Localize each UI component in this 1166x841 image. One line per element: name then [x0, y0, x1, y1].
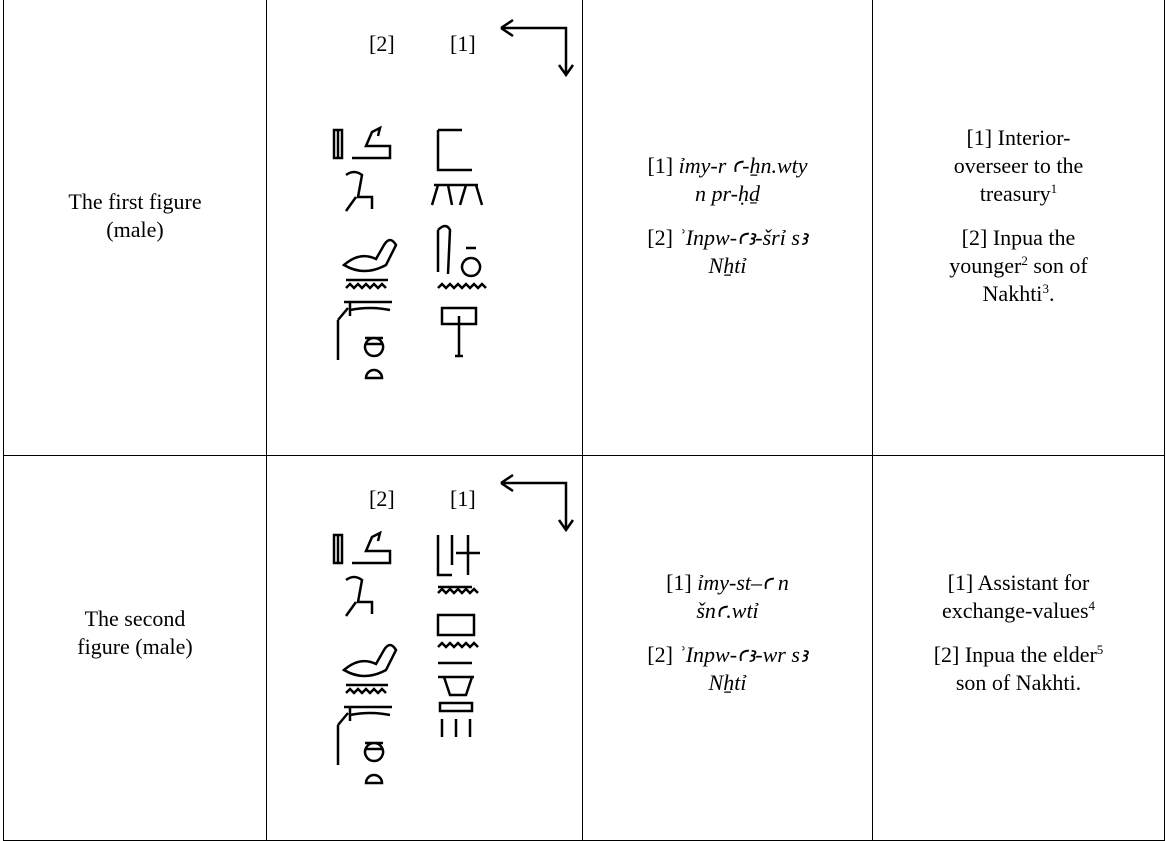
footnote-ref: 4 — [1088, 598, 1096, 613]
text-segment: exchange-values — [941, 598, 1089, 623]
footnote-ref: 3 — [1042, 280, 1049, 296]
footnote-ref: 5 — [1096, 642, 1104, 657]
text-segment: Nẖtỉ — [708, 670, 747, 695]
text-line: [1] Interior- — [954, 124, 1084, 152]
hieroglyphs — [332, 473, 575, 785]
text-line: [2] Inpua the — [949, 224, 1087, 252]
text-line: The first figure — [68, 188, 202, 214]
text-segment: [2] — [647, 224, 679, 250]
footnote-ref: 1 — [1050, 180, 1058, 196]
text-line: [1] ỉmy-r ꜥ-ẖn.wty — [647, 152, 807, 180]
paragraph: [2] Inpua the elder5 son of Nakhti. — [934, 641, 1104, 697]
text-segment: ʾInpw-ꜥꜣ-šrỉ sꜣ — [678, 224, 808, 250]
text-line: exchange-values4 — [942, 597, 1095, 625]
translation-cell: [1] Interior-overseer to the treasury1 [2]… — [872, 0, 1165, 456]
column-label: [1] — [450, 31, 476, 56]
text-segment: [2] — [647, 642, 679, 667]
footnote-ref: 2 — [1021, 252, 1028, 268]
text-line: [2] ʾInpw-ꜥꜣ-šrỉ sꜣ — [647, 224, 807, 252]
text-line: younger2 son of — [949, 252, 1087, 280]
text-segment: ỉmy-st–ꜥ n — [697, 570, 789, 595]
text-line: [1] ỉmy-st–ꜥ n — [666, 569, 789, 597]
paragraph: [1] Assistant for exchange-values4 — [942, 569, 1095, 625]
hieroglyphs — [332, 18, 575, 380]
paragraph: [1] ỉmy-r ꜥ-ẖn.wty n pr-ḥḏ — [647, 152, 807, 208]
column-label: [1] — [450, 486, 476, 511]
text-segment: [1] — [647, 152, 679, 178]
text-segment: overseer to the — [953, 152, 1084, 178]
text-line: [2] Inpua the elder5 — [934, 641, 1104, 669]
label-cell: The first figure (male) — [3, 0, 267, 456]
text-line: figure (male) — [77, 634, 193, 659]
text-segment: . — [1048, 280, 1055, 306]
transliteration-cell: [1] ỉmy-st–ꜥ n šnꜥ.wtỉ [2] ʾInpw-ꜥꜣ-wr sꜣ N… — [582, 455, 873, 841]
column-label: [2] — [369, 486, 395, 511]
text-segment: younger — [949, 252, 1022, 278]
text-line: Nẖtỉ — [647, 669, 807, 697]
text-line: overseer to the — [954, 152, 1084, 180]
translation-cell: [1] Assistant for exchange-values4 [2] Inp… — [872, 455, 1165, 841]
text-segment: [2] Inpua the — [961, 224, 1076, 250]
text-line: n pr-ḥḏ — [647, 180, 807, 208]
text-line: Nakhti3. — [949, 280, 1087, 308]
text-segment: šnꜥ.wtỉ — [696, 598, 759, 623]
text-segment: [1] Interior- — [966, 124, 1071, 150]
paragraph: [1] Interior-overseer to the treasury1 — [954, 124, 1084, 208]
paragraph: [2] Inpua the younger2 son of Nakhti3. — [949, 224, 1087, 308]
text-line: treasury1 — [954, 180, 1084, 208]
text-segment: [2] Inpua the elder — [933, 642, 1097, 667]
text-segment: ʾInpw-ꜥꜣ-wr sꜣ — [678, 642, 808, 667]
text-line: [1] Assistant for — [942, 569, 1095, 597]
text-line: Nẖtỉ — [647, 252, 807, 280]
text-segment: treasury — [979, 180, 1051, 206]
text-segment: n pr-ḥḏ — [695, 180, 760, 206]
text-segment: [1] — [666, 570, 698, 595]
text-line: [2] ʾInpw-ꜥꜣ-wr sꜣ — [647, 641, 807, 669]
paragraph: [2] ʾInpw-ꜥꜣ-wr sꜣ Nẖtỉ — [647, 641, 807, 697]
transliteration-cell: [1] ỉmy-r ꜥ-ẖn.wty n pr-ḥḏ [2] ʾInpw-ꜥꜣ-šr… — [582, 0, 873, 456]
column-label: [2] — [369, 31, 395, 56]
text-segment: Nẖtỉ — [708, 252, 747, 278]
text-segment: [1] Assistant for — [947, 570, 1090, 595]
text-line: son of Nakhti. — [934, 669, 1104, 697]
text-segment: ỉmy-r ꜥ-ẖn.wty — [678, 152, 808, 178]
text-line: šnꜥ.wtỉ — [666, 597, 789, 625]
text-segment: Nakhti — [982, 280, 1043, 306]
text-line: (male) — [106, 216, 164, 242]
text-segment: son of — [1027, 252, 1088, 278]
paragraph: [2] ʾInpw-ꜥꜣ-šrỉ sꜣ Nẖtỉ — [647, 224, 807, 280]
label-cell: The second figure (male) — [3, 455, 267, 841]
text-line: The second — [84, 606, 186, 631]
text-segment: son of Nakhti. — [955, 670, 1082, 695]
paragraph: [1] ỉmy-st–ꜥ n šnꜥ.wtỉ — [666, 569, 789, 625]
